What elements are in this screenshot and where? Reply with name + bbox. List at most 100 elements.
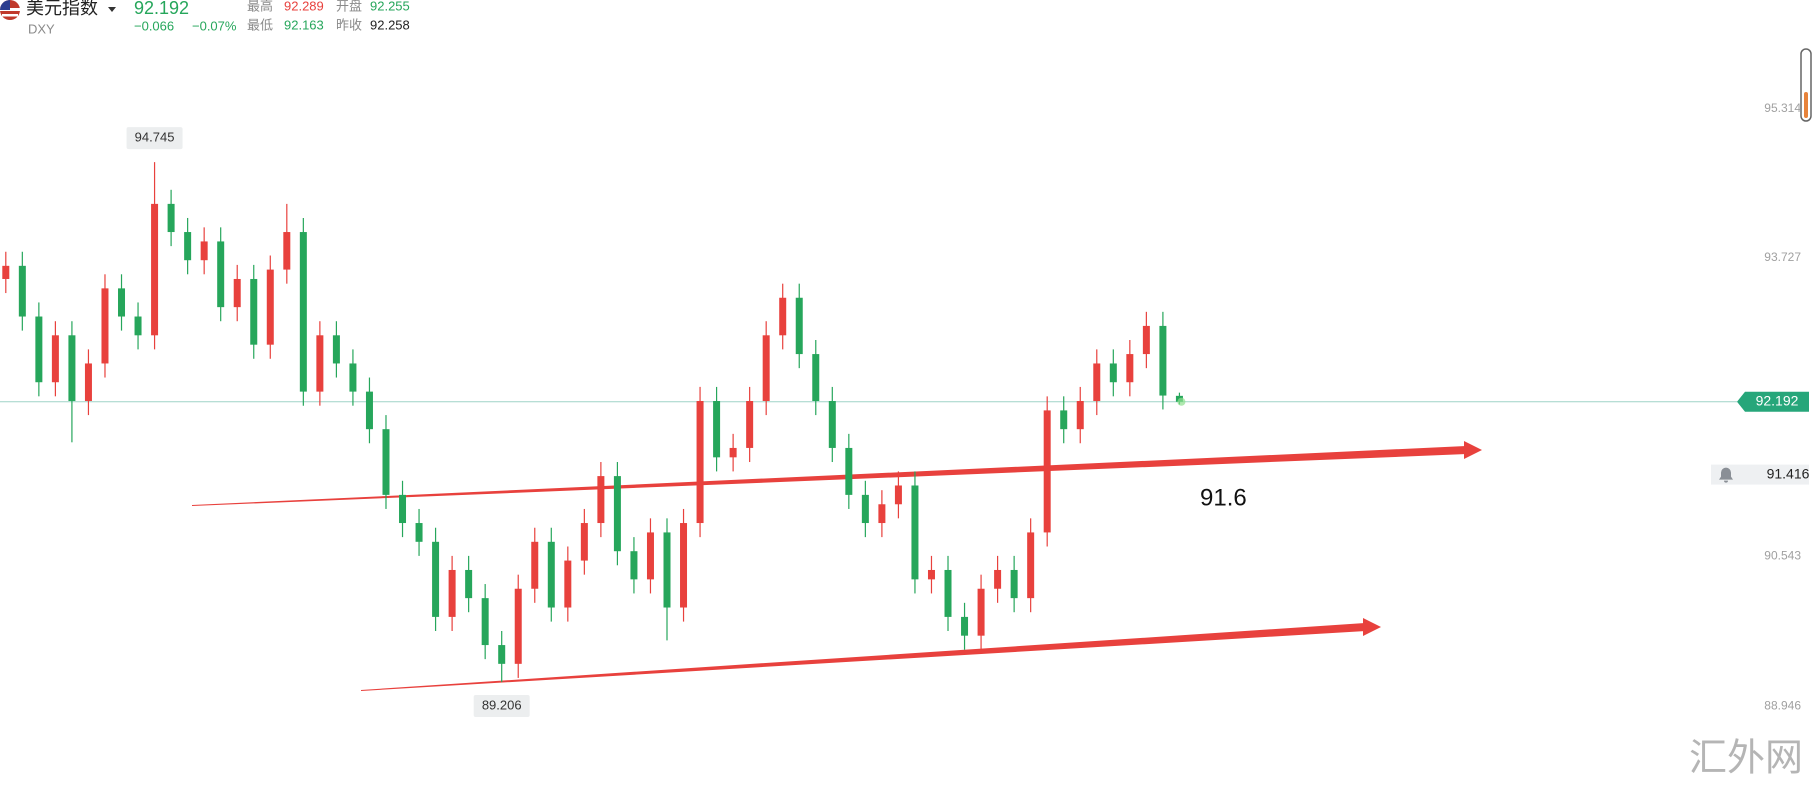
candle-body	[184, 232, 192, 261]
candle-body	[646, 532, 654, 580]
alert-tag	[1711, 464, 1809, 485]
candle-body	[101, 288, 109, 364]
candle	[1043, 396, 1051, 547]
candle	[1142, 311, 1150, 369]
min-label: 89.206	[482, 697, 522, 712]
candle-body	[713, 401, 721, 458]
candle	[861, 480, 869, 538]
bell-icon	[1719, 467, 1733, 483]
candle	[18, 251, 26, 331]
candle	[1109, 349, 1117, 397]
last-point	[1177, 397, 1186, 406]
candle	[531, 527, 539, 603]
candle	[878, 490, 886, 538]
annotation: 91.6	[1200, 484, 1247, 511]
candle-body	[531, 541, 539, 589]
stat-label: 最低	[247, 17, 273, 32]
candle-body	[746, 401, 754, 448]
candle-body	[399, 494, 407, 524]
candle-body	[680, 523, 688, 608]
candle	[283, 203, 291, 284]
stat-value: 92.289	[284, 0, 324, 13]
candle-body	[580, 523, 588, 561]
candle-body	[217, 241, 225, 308]
stat-label: 开盘	[336, 0, 362, 13]
candle	[1159, 311, 1167, 410]
candle-body	[349, 363, 357, 392]
candle	[465, 555, 473, 613]
candle-body	[630, 551, 638, 580]
candle	[613, 462, 621, 566]
candle-body	[365, 391, 373, 430]
last-price: 92.192	[134, 0, 189, 18]
candle	[250, 264, 258, 359]
candle	[84, 349, 92, 416]
candle	[118, 274, 126, 331]
candle-body	[415, 523, 423, 542]
scrollbar[interactable]	[1800, 48, 1812, 122]
candle	[167, 189, 175, 247]
price-tag	[1737, 391, 1809, 412]
min-label-box	[473, 695, 530, 718]
candle	[184, 217, 192, 275]
candle	[1093, 349, 1101, 416]
candle	[696, 386, 704, 538]
candle	[382, 415, 390, 509]
candle-body	[498, 645, 506, 664]
candle-body	[696, 401, 704, 524]
candle	[233, 264, 241, 322]
candle	[266, 255, 274, 359]
candle	[746, 386, 754, 463]
candle-body	[613, 476, 621, 552]
max-label: 94.745	[135, 130, 175, 145]
candle	[911, 471, 919, 594]
candle	[332, 321, 340, 378]
candle-body	[927, 569, 935, 580]
candle-body	[316, 335, 324, 392]
candle	[762, 321, 770, 416]
flag-icon	[0, 0, 20, 20]
candle	[200, 227, 208, 275]
candle	[944, 555, 952, 631]
candle-body	[547, 541, 555, 608]
candle-body	[1010, 569, 1018, 599]
stat-value: 92.258	[370, 17, 410, 32]
candle	[151, 162, 159, 350]
candle	[316, 321, 324, 406]
y-tick-label: 93.727	[1764, 250, 1801, 264]
candle-body	[894, 485, 902, 505]
candle	[845, 433, 853, 509]
candle	[1076, 386, 1084, 444]
scrollbar-thumb[interactable]	[1804, 92, 1808, 118]
y-tick-label: 88.946	[1764, 699, 1801, 713]
candle-body	[1060, 410, 1068, 430]
dropdown-arrow[interactable]	[108, 7, 116, 12]
candle-body	[944, 569, 952, 617]
stat-label: 最高	[247, 0, 273, 13]
candle-body	[382, 429, 390, 495]
candle	[432, 527, 440, 631]
candle	[795, 283, 803, 369]
change-percent: −0.07%	[192, 18, 237, 33]
candle	[35, 302, 43, 397]
candle-body	[779, 297, 787, 336]
candle-body	[845, 447, 853, 495]
stat-value: 92.255	[370, 0, 410, 13]
candle	[663, 518, 671, 641]
candle	[812, 339, 820, 416]
candle-body	[151, 203, 159, 336]
candle-body	[977, 588, 985, 636]
candle-body	[861, 494, 869, 524]
candle	[349, 349, 357, 406]
candle	[498, 630, 506, 683]
candle	[399, 480, 407, 538]
candle-body	[432, 541, 440, 617]
candle-body	[465, 569, 473, 599]
candle	[514, 574, 522, 678]
candle-body	[1159, 325, 1167, 396]
candle-body	[68, 335, 76, 402]
candle	[994, 555, 1002, 603]
candle-body	[332, 335, 340, 364]
candle	[51, 321, 59, 397]
max-label-box	[126, 127, 183, 150]
